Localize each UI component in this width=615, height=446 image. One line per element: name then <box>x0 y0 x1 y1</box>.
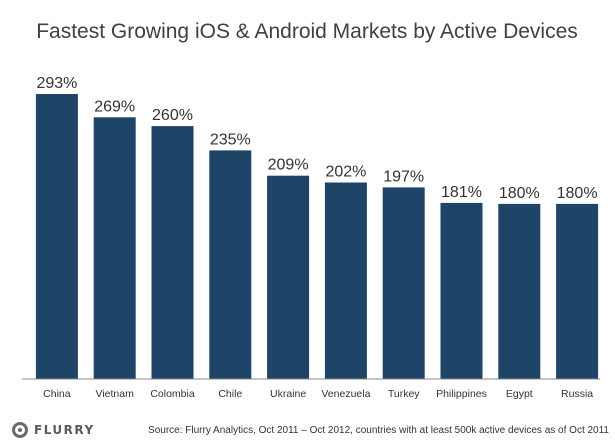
bars-group <box>35 94 599 380</box>
category-label-vietnam: Vietnam <box>96 388 135 400</box>
value-label-china: 293% <box>36 75 77 92</box>
source-note: Source: Flurry Analytics, Oct 2011 – Oct… <box>148 425 609 436</box>
flurry-logo-icon <box>12 422 28 438</box>
value-label-chile: 235% <box>210 131 251 148</box>
footer: FLURRY Source: Flurry Analytics, Oct 201… <box>0 414 615 446</box>
category-label-colombia: Colombia <box>150 388 195 400</box>
bar-china <box>35 94 78 379</box>
category-label-ukraine: Ukraine <box>270 388 306 400</box>
flurry-logo-text: FLURRY <box>34 423 95 437</box>
value-label-vietnam: 269% <box>94 98 135 115</box>
bar-chile <box>209 150 252 379</box>
value-labels-group: 293% 269% 260% 235% 209% 202% 197% 181% 180% 180% <box>36 75 597 202</box>
category-label-philippines: Philippines <box>436 388 487 400</box>
bar-egypt <box>498 203 541 379</box>
bar-philippines <box>440 202 483 379</box>
category-label-egypt: Egypt <box>506 388 533 400</box>
chart-title: Fastest Growing iOS & Android Markets by… <box>36 20 578 43</box>
category-label-china: China <box>43 388 71 400</box>
flurry-logo: FLURRY <box>12 422 95 438</box>
value-label-colombia: 260% <box>152 107 193 124</box>
bar-russia <box>556 203 599 379</box>
value-label-russia: 180% <box>557 185 598 202</box>
bar-vietnam <box>93 117 136 380</box>
value-label-venezuela: 202% <box>325 164 366 181</box>
bar-ukraine <box>267 175 310 379</box>
bar-colombia <box>151 126 194 379</box>
value-label-philippines: 181% <box>441 184 482 201</box>
value-label-egypt: 180% <box>499 185 540 202</box>
value-label-ukraine: 209% <box>268 157 309 174</box>
category-label-venezuela: Venezuela <box>321 388 370 400</box>
category-label-turkey: Turkey <box>388 388 420 400</box>
category-label-russia: Russia <box>561 388 593 400</box>
value-label-turkey: 197% <box>383 168 424 185</box>
bar-turkey <box>382 187 425 379</box>
category-label-chile: Chile <box>218 388 242 400</box>
bar-venezuela <box>324 182 367 379</box>
category-labels-group: China Vietnam Colombia Chile Ukraine Venezuel… <box>43 388 593 400</box>
